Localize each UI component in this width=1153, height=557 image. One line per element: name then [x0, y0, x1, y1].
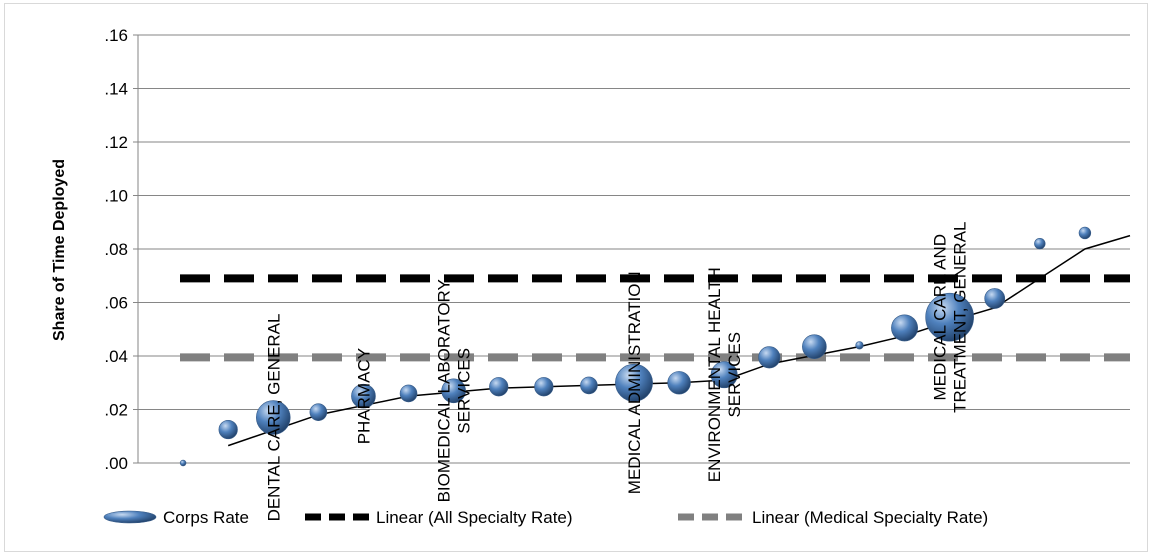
data-label-line: MEDICAL CARE AND — [931, 234, 950, 401]
y-tick-label: .10 — [104, 187, 128, 206]
y-tick-label: .12 — [104, 133, 128, 152]
y-tick-label: .06 — [104, 294, 128, 313]
corps-rate-bubble — [179, 459, 187, 467]
legend-bubble-icon — [103, 510, 157, 524]
corps-rate-bubble — [1078, 226, 1092, 240]
y-tick-label: .00 — [104, 454, 128, 473]
y-axis-label: Share of Time Deployed — [51, 159, 68, 341]
corps-rate-bubble — [758, 346, 781, 369]
bubbles — [179, 226, 1092, 467]
y-tick-label: .16 — [104, 26, 128, 45]
corps-rate-bubble — [256, 400, 291, 435]
data-labels: DENTAL CARE, GENERAL PHARMACY BIOMEDICAL L… — [264, 221, 969, 521]
corps-rate-bubble — [534, 377, 554, 397]
data-label-line: MEDICAL ADMINISTRATION — [625, 271, 644, 494]
corps-rate-bubble — [580, 376, 598, 395]
corps-rate-bubble — [710, 361, 738, 389]
data-label: DENTAL CARE, GENERAL — [264, 314, 283, 522]
legend-label: Linear (All Specialty Rate) — [376, 508, 573, 527]
data-label: MEDICAL ADMINISTRATION — [625, 271, 644, 494]
y-tick-label: .02 — [104, 401, 128, 420]
data-label-line: DENTAL CARE, GENERAL — [264, 314, 283, 522]
data-label-line: PHARMACY — [354, 348, 373, 444]
corps-rate-bubble — [667, 371, 691, 395]
legend-label: Linear (Medical Specialty Rate) — [752, 508, 988, 527]
y-tick-label: .04 — [104, 347, 128, 366]
corps-rate-bubble — [351, 383, 376, 409]
data-label-text: DENTAL CARE, GENERAL — [264, 314, 283, 522]
data-label-line: ENVIRONMENTAL HEALTH — [705, 267, 724, 482]
data-label: BIOMEDICAL LABORATORYSERVICES — [435, 279, 474, 502]
y-tick-label: .08 — [104, 240, 128, 259]
corps-rate-bubble — [218, 419, 238, 440]
axes: .00 .02 .04 .06 .08 .10 .12 .14 .16 — [104, 26, 139, 473]
corps-rate-bubble — [489, 377, 509, 397]
y-tick-label: .14 — [104, 80, 128, 99]
data-label-text: PHARMACY — [354, 348, 373, 444]
data-label: ENVIRONMENTAL HEALTHSERVICES — [705, 267, 744, 482]
data-label-text: ENVIRONMENTAL HEALTHSERVICES — [705, 267, 744, 482]
data-label-text: BIOMEDICAL LABORATORYSERVICES — [435, 279, 474, 502]
data-label-text: MEDICAL ADMINISTRATION — [625, 271, 644, 494]
data-label-line: SERVICES — [455, 348, 474, 434]
data-label: MEDICAL CARE ANDTREATMENT, GENERAL — [931, 221, 970, 412]
corps-rate-bubble — [925, 292, 974, 342]
corps-rate-bubble — [615, 363, 653, 402]
data-label-line: BIOMEDICAL LABORATORY — [435, 279, 454, 502]
corps-rate-bubble — [441, 378, 466, 404]
chart-frame — [4, 3, 1148, 552]
legend: Corps Rate Linear (All Specialty Rate) Lin… — [103, 508, 988, 527]
corps-rate-bubble — [802, 334, 827, 359]
corps-rate-bubble — [855, 341, 864, 350]
corps-rate-bubble — [984, 288, 1006, 309]
corps-rate-bubble — [399, 384, 418, 403]
data-label-line: TREATMENT, GENERAL — [951, 221, 970, 412]
corps-rate-bubble — [309, 403, 328, 421]
corps-rate-bubble — [1034, 237, 1046, 250]
data-label: PHARMACY — [354, 348, 373, 444]
data-label-line: SERVICES — [725, 332, 744, 418]
legend-label: Corps Rate — [163, 508, 249, 527]
corps-rate-bubble — [891, 314, 918, 342]
data-label-text: MEDICAL CARE ANDTREATMENT, GENERAL — [931, 221, 970, 412]
